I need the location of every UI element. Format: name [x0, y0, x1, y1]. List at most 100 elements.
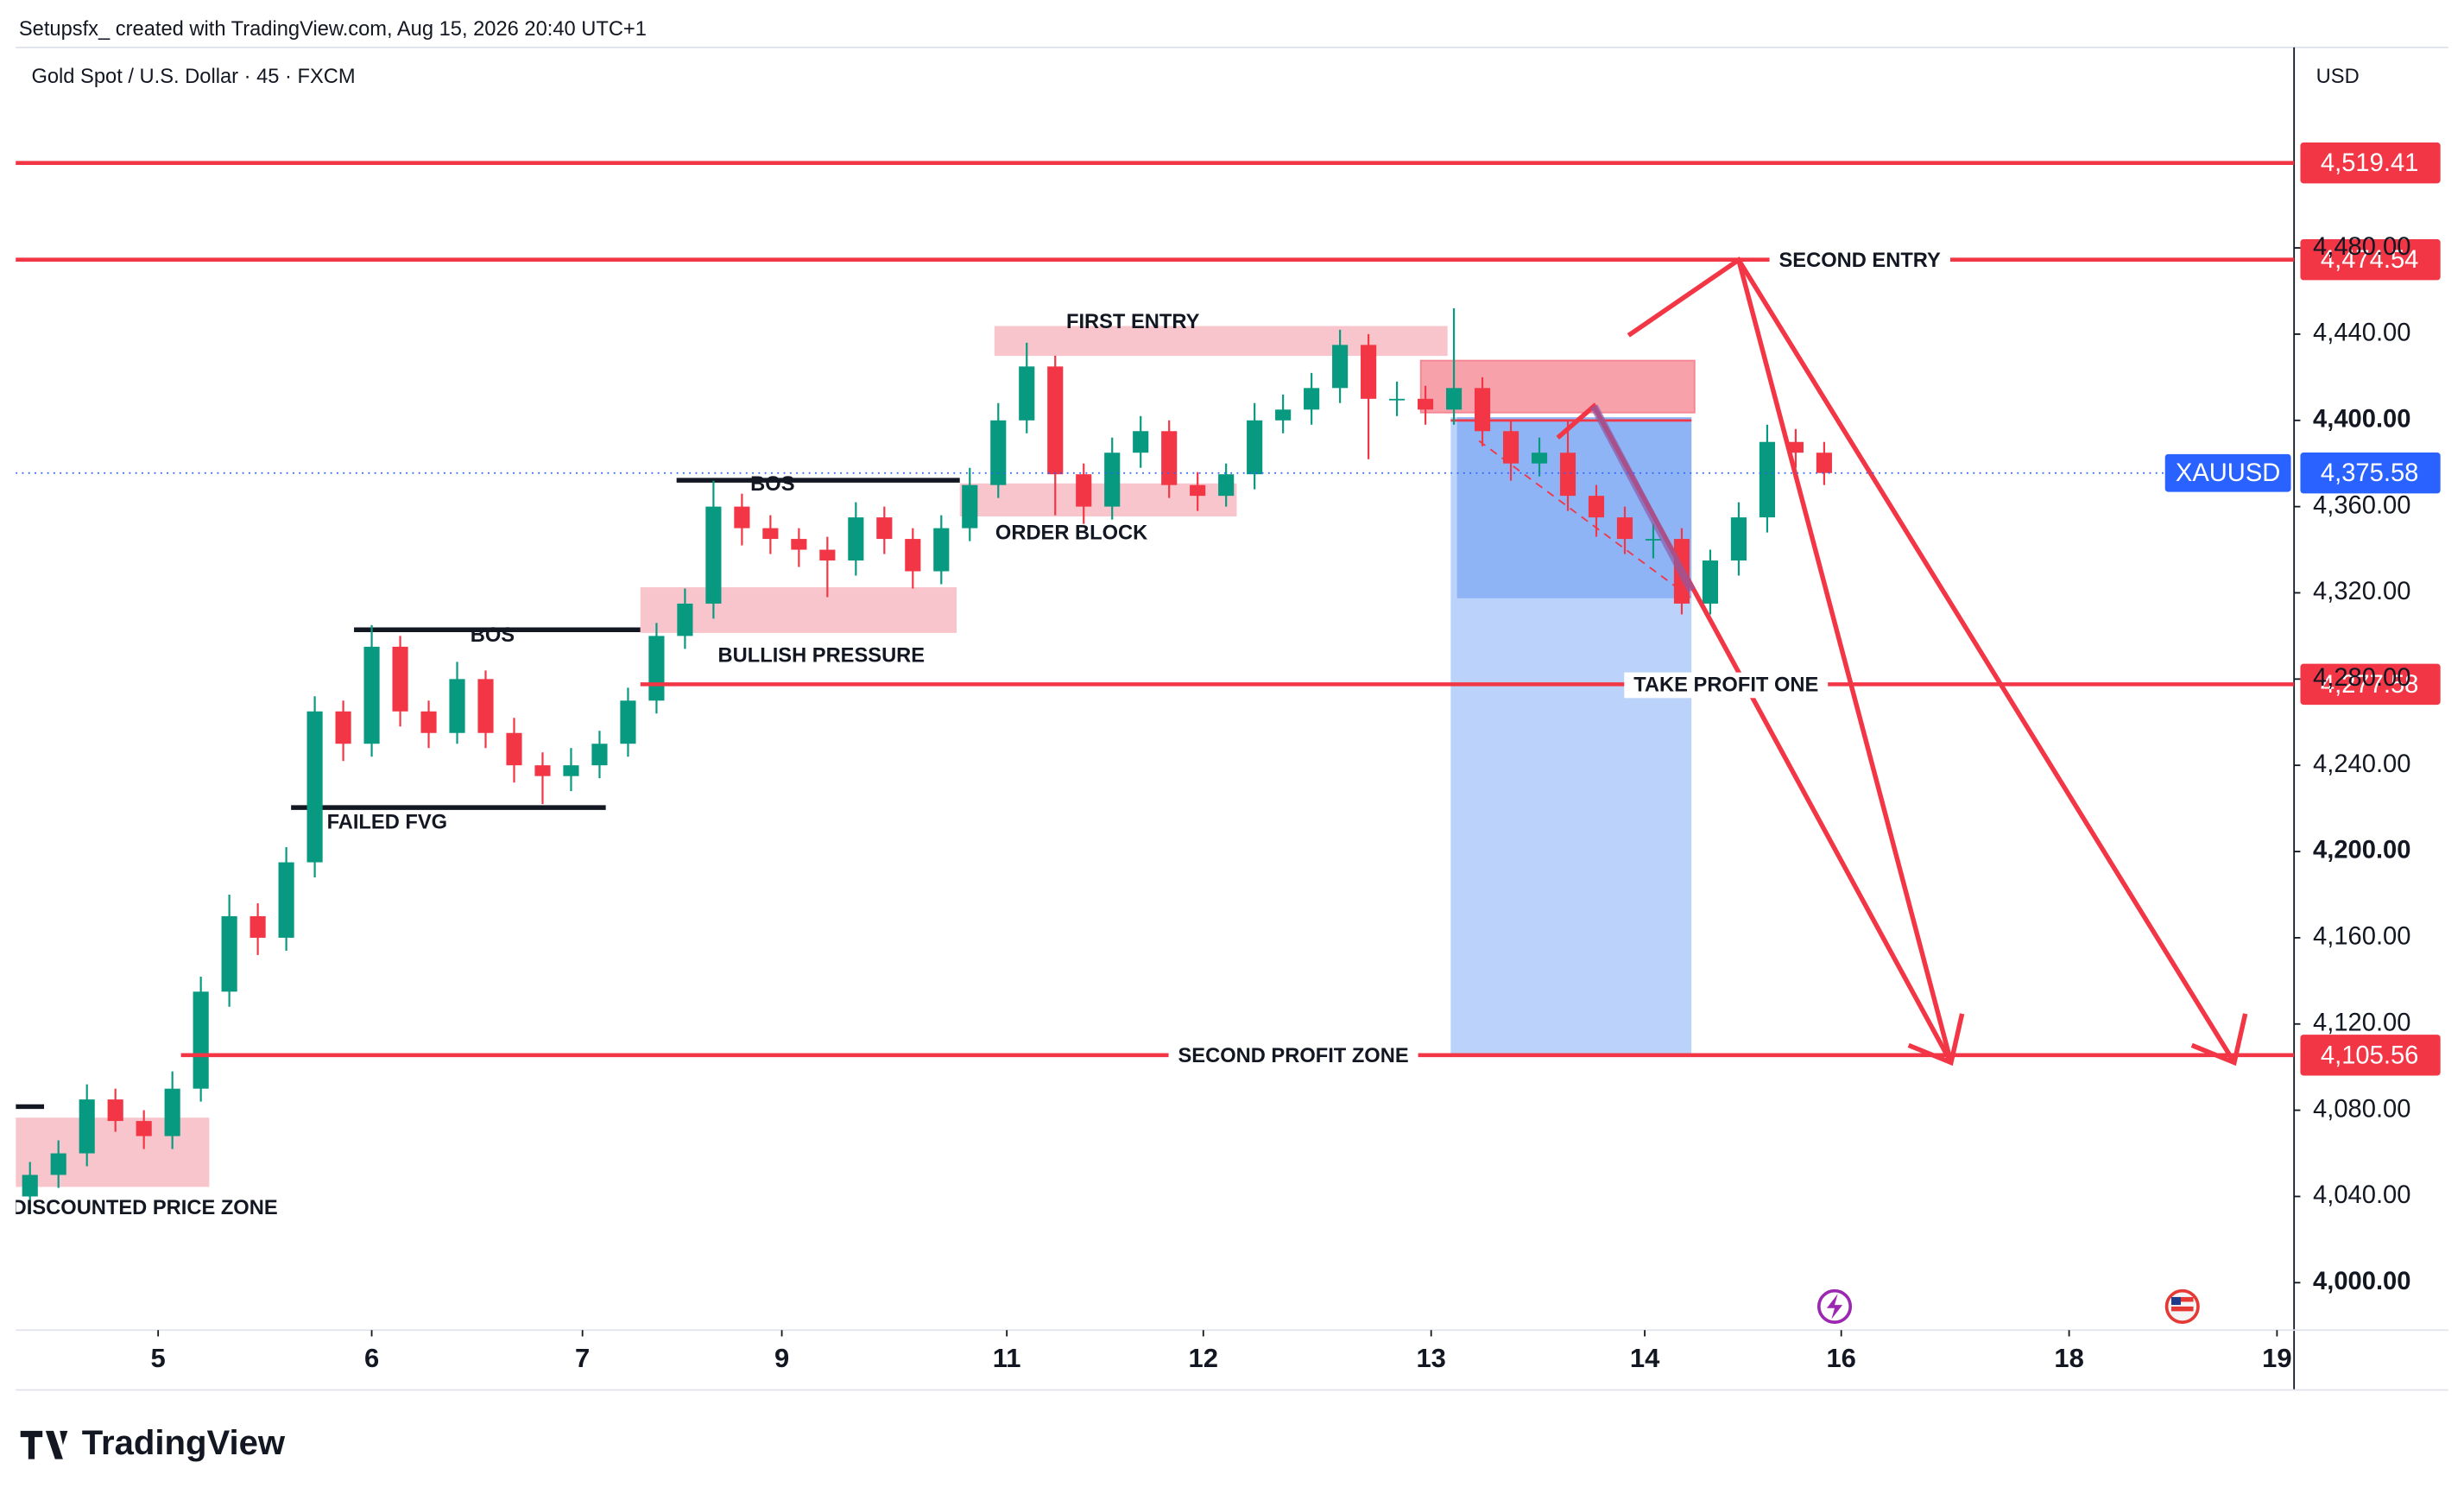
candle-body	[392, 646, 408, 712]
price-badge	[2300, 239, 2441, 281]
candle-body	[1702, 560, 1719, 604]
position-zone	[1456, 417, 1692, 598]
candle-body	[848, 517, 864, 561]
candle-body	[1588, 496, 1605, 518]
candle-body	[278, 862, 294, 938]
flag-icon	[2171, 1306, 2194, 1312]
symbol-label: XAUUSD	[2176, 459, 2280, 487]
price-badge-label: 4,474.54	[2321, 246, 2418, 274]
y-tick-label: 4,000.00	[2313, 1268, 2410, 1295]
arrow-head	[1907, 1013, 1965, 1067]
x-tick-label: 12	[1189, 1343, 1218, 1373]
candle-body	[990, 420, 1007, 485]
candle-body	[1759, 441, 1775, 518]
x-tick-label: 19	[2262, 1343, 2291, 1373]
annotation: ORDER BLOCK	[995, 522, 1147, 544]
candle-body	[420, 711, 437, 733]
x-tick-label: 6	[364, 1343, 379, 1373]
candle-body	[22, 1174, 38, 1197]
y-tick-label: 4,240.00	[2313, 750, 2410, 778]
y-tick-label: 4,040.00	[2313, 1181, 2410, 1209]
price-badge	[2300, 142, 2441, 184]
price-badge-label: 4,277.58	[2321, 671, 2418, 699]
candle-body	[136, 1121, 152, 1136]
y-tick-label: 4,200.00	[2313, 837, 2410, 864]
candle-body	[791, 539, 807, 550]
candle-body	[591, 744, 608, 766]
candle-body	[1559, 453, 1576, 497]
candle-body	[962, 484, 978, 529]
candle-body	[933, 528, 950, 572]
x-tick-label: 11	[993, 1343, 1021, 1373]
candle-body	[819, 549, 836, 561]
annotation: BOS	[471, 624, 515, 647]
y-tick-label: 4,480.00	[2313, 233, 2410, 261]
candle-body	[648, 636, 665, 701]
candle-body	[363, 646, 380, 744]
candle-body	[677, 603, 693, 636]
candle-body	[1787, 441, 1804, 453]
zone	[994, 326, 1448, 357]
label-bg	[1168, 1043, 1418, 1069]
x-tick-label: 5	[151, 1343, 166, 1373]
x-tick-label: 13	[1416, 1343, 1445, 1373]
candle-body	[1531, 453, 1548, 464]
trend-line	[1478, 440, 1692, 599]
y-tick-label: 4,320.00	[2313, 578, 2410, 605]
price-line-text: TAKE PROFIT ONE	[1633, 674, 1818, 696]
currency: USD	[2316, 66, 2360, 88]
candle-body	[762, 528, 779, 540]
candle-body	[221, 915, 237, 992]
candle-body	[79, 1099, 95, 1154]
candle-body	[1161, 431, 1178, 485]
candle-body	[1730, 517, 1747, 561]
y-tick-label: 4,160.00	[2313, 923, 2410, 951]
candle-body	[1304, 388, 1320, 410]
entry-zone	[1419, 359, 1696, 414]
candle-body	[477, 679, 494, 733]
event-icon	[1826, 1294, 1843, 1320]
logo	[20, 1430, 68, 1459]
candle-body	[1275, 409, 1292, 421]
candle-body	[1502, 431, 1519, 464]
candle-body	[50, 1153, 66, 1175]
price-badge	[2300, 1035, 2441, 1076]
arrow	[1556, 402, 1954, 1064]
annotation: BOS	[750, 473, 794, 496]
price-line-text: SECOND PROFIT ZONE	[1178, 1045, 1408, 1067]
zone	[16, 1117, 210, 1187]
candle-body	[563, 765, 579, 776]
candle-body	[250, 915, 266, 938]
candle-body	[506, 732, 522, 766]
symbol-badge	[2164, 453, 2291, 492]
candle-body	[1389, 398, 1406, 401]
candle-body	[335, 711, 351, 744]
zone	[640, 587, 957, 633]
y-tick-label: 4,280.00	[2313, 664, 2410, 692]
candle-body	[193, 991, 209, 1089]
drawings	[16, 326, 1696, 1187]
candle-body	[1190, 484, 1206, 497]
arrow-overlay	[1590, 404, 1696, 592]
candle-body	[449, 679, 465, 733]
event-icon[interactable]	[1816, 1288, 1853, 1324]
annotation: FIRST ENTRY	[1066, 311, 1200, 333]
candles	[22, 307, 1832, 1214]
x-tick-label: 14	[1630, 1343, 1660, 1373]
price-badge	[2300, 663, 2441, 706]
candle-body	[1816, 453, 1832, 473]
price-line-text: SECOND ENTRY	[1779, 250, 1942, 272]
candle-body	[1133, 431, 1149, 453]
candle-body	[1104, 453, 1121, 507]
x-tick-label: 16	[1826, 1343, 1855, 1373]
candle-body	[1616, 517, 1633, 540]
brand: TradingView	[82, 1424, 286, 1462]
arrow-head	[2190, 1013, 2248, 1067]
y-tick-label: 4,120.00	[2313, 1009, 2410, 1036]
flag-icon	[2171, 1296, 2194, 1302]
y-tick-label: 4,360.00	[2313, 491, 2410, 519]
x-tick-label: 9	[774, 1343, 789, 1373]
